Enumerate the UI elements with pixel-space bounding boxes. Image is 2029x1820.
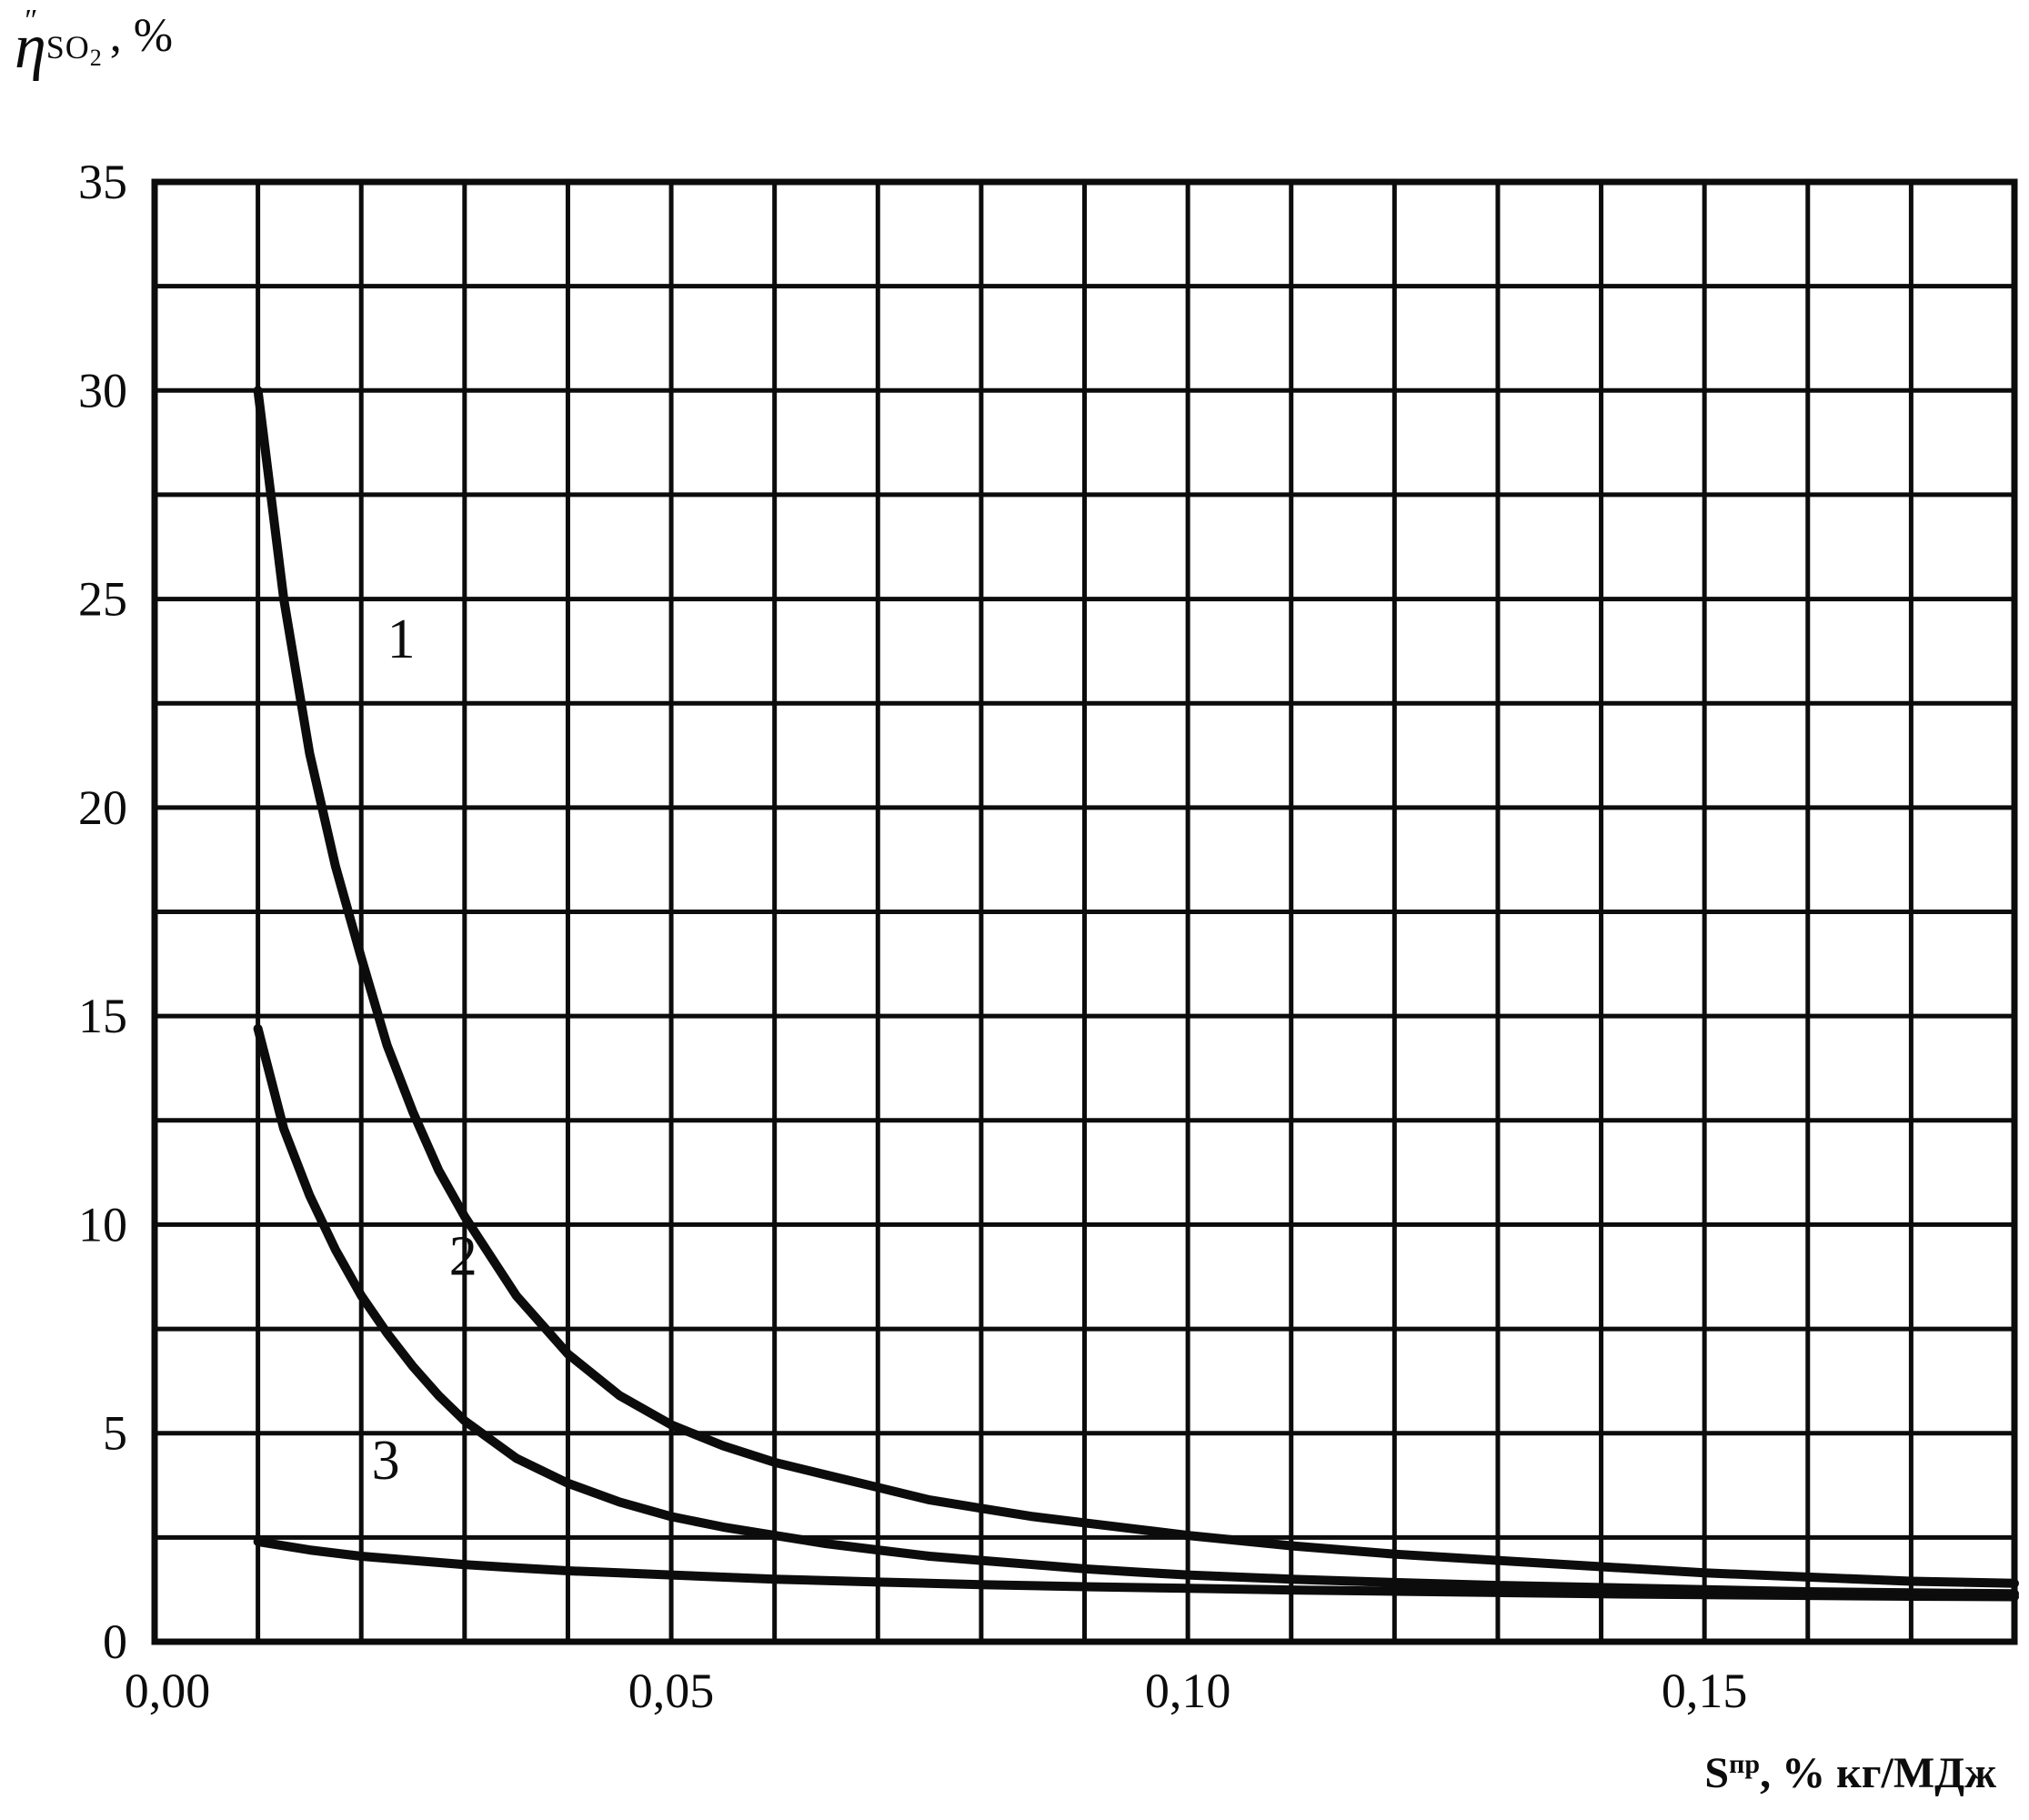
y-tick-label: 30 <box>78 363 127 417</box>
x-axis-title-suffix: , % кг/МДж <box>1760 1749 1996 1797</box>
x-axis-title-base: S <box>1704 1749 1730 1797</box>
y-tick-label: 5 <box>103 1406 127 1461</box>
curve-label-2: 2 <box>449 1225 477 1287</box>
x-tick-label: 0,05 <box>628 1664 715 1718</box>
y-axis-title-sub-2: 2 <box>89 45 103 71</box>
x-tick-label: 0,00 <box>125 1664 211 1718</box>
curve-3 <box>253 1536 2019 1602</box>
x-tick-label: 0,15 <box>1662 1664 1748 1718</box>
y-tick-label: 15 <box>78 989 127 1043</box>
y-tick-label: 25 <box>78 572 127 627</box>
x-axis-title: Sпр, % кг/МДж <box>1704 1748 1996 1798</box>
x-tick-label: 0,10 <box>1145 1664 1231 1718</box>
y-tick-label: 35 <box>78 155 127 209</box>
plot-border <box>151 178 2018 1645</box>
y-axis-title-subscript: SO2 <box>46 28 103 72</box>
curve-label-3: 3 <box>372 1430 400 1492</box>
y-tick-label: 10 <box>78 1197 127 1252</box>
y-tick-label: 20 <box>78 780 127 835</box>
y-tick-label: 0 <box>103 1614 127 1669</box>
curve-1 <box>253 386 2019 1588</box>
curve-label-1: 1 <box>387 608 416 670</box>
x-axis-title-sup: пр <box>1729 1749 1761 1779</box>
y-axis-title-suffix: , % <box>109 10 174 62</box>
y-axis-title-prime: ″ <box>25 3 37 37</box>
curve-2 <box>253 1023 2019 1599</box>
y-axis-title-sub-so: SO <box>45 29 90 65</box>
